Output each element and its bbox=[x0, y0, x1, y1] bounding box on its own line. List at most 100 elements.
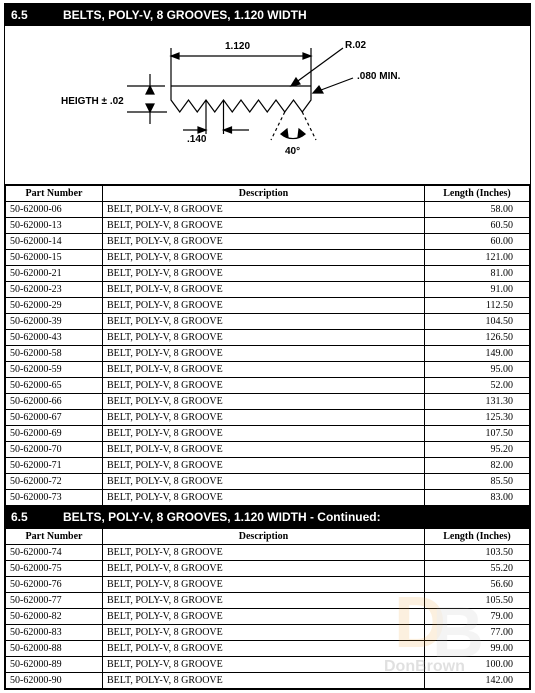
dim-angle: 40° bbox=[285, 146, 300, 157]
cell-desc: BELT, POLY-V, 8 GROOVE bbox=[103, 234, 425, 250]
cell-length: 107.50 bbox=[425, 426, 530, 442]
cell-length: 99.00 bbox=[425, 641, 530, 657]
cell-desc: BELT, POLY-V, 8 GROOVE bbox=[103, 458, 425, 474]
cell-part: 50-62000-29 bbox=[6, 298, 103, 314]
cell-desc: BELT, POLY-V, 8 GROOVE bbox=[103, 625, 425, 641]
table-row: 50-62000-69BELT, POLY-V, 8 GROOVE107.50 bbox=[6, 426, 530, 442]
table-row: 50-62000-72BELT, POLY-V, 8 GROOVE85.50 bbox=[6, 474, 530, 490]
cell-length: 149.00 bbox=[425, 346, 530, 362]
cell-part: 50-62000-23 bbox=[6, 282, 103, 298]
table-row: 50-62000-71BELT, POLY-V, 8 GROOVE82.00 bbox=[6, 458, 530, 474]
catalog-page: 6.5 BELTS, POLY-V, 8 GROOVES, 1.120 WIDT… bbox=[4, 3, 531, 690]
cell-desc: BELT, POLY-V, 8 GROOVE bbox=[103, 394, 425, 410]
cell-length: 95.20 bbox=[425, 442, 530, 458]
cell-length: 77.00 bbox=[425, 625, 530, 641]
table-row: 50-62000-14BELT, POLY-V, 8 GROOVE60.00 bbox=[6, 234, 530, 250]
cell-length: 95.00 bbox=[425, 362, 530, 378]
cell-desc: BELT, POLY-V, 8 GROOVE bbox=[103, 266, 425, 282]
cell-desc: BELT, POLY-V, 8 GROOVE bbox=[103, 641, 425, 657]
cell-part: 50-62000-65 bbox=[6, 378, 103, 394]
cell-length: 100.00 bbox=[425, 657, 530, 673]
table-row: 50-62000-13BELT, POLY-V, 8 GROOVE60.50 bbox=[6, 218, 530, 234]
cell-length: 58.00 bbox=[425, 202, 530, 218]
table-row: 50-62000-23BELT, POLY-V, 8 GROOVE91.00 bbox=[6, 282, 530, 298]
table-header-row: Part Number Description Length (Inches) bbox=[6, 186, 530, 202]
cell-part: 50-62000-39 bbox=[6, 314, 103, 330]
cell-length: 79.00 bbox=[425, 609, 530, 625]
table-row: 50-62000-83BELT, POLY-V, 8 GROOVE77.00 bbox=[6, 625, 530, 641]
cell-length: 56.60 bbox=[425, 577, 530, 593]
cell-length: 103.50 bbox=[425, 545, 530, 561]
cell-part: 50-62000-67 bbox=[6, 410, 103, 426]
col-part: Part Number bbox=[6, 186, 103, 202]
cell-part: 50-62000-88 bbox=[6, 641, 103, 657]
cell-part: 50-62000-72 bbox=[6, 474, 103, 490]
cell-part: 50-62000-76 bbox=[6, 577, 103, 593]
table-row: 50-62000-82BELT, POLY-V, 8 GROOVE79.00 bbox=[6, 609, 530, 625]
cell-part: 50-62000-77 bbox=[6, 593, 103, 609]
col-part: Part Number bbox=[6, 529, 103, 545]
section-number: 6.5 bbox=[11, 8, 43, 22]
table-row: 50-62000-43BELT, POLY-V, 8 GROOVE126.50 bbox=[6, 330, 530, 346]
cell-length: 85.50 bbox=[425, 474, 530, 490]
cell-desc: BELT, POLY-V, 8 GROOVE bbox=[103, 545, 425, 561]
cell-length: 60.00 bbox=[425, 234, 530, 250]
cell-desc: BELT, POLY-V, 8 GROOVE bbox=[103, 362, 425, 378]
section-header-continued: 6.5 BELTS, POLY-V, 8 GROOVES, 1.120 WIDT… bbox=[5, 506, 530, 528]
table-header-row: Part Number Description Length (Inches) bbox=[6, 529, 530, 545]
dim-pitch: .140 bbox=[187, 134, 206, 145]
table-row: 50-62000-39BELT, POLY-V, 8 GROOVE104.50 bbox=[6, 314, 530, 330]
table-row: 50-62000-58BELT, POLY-V, 8 GROOVE149.00 bbox=[6, 346, 530, 362]
cell-part: 50-62000-43 bbox=[6, 330, 103, 346]
cell-part: 50-62000-90 bbox=[6, 673, 103, 689]
table-row: 50-62000-67BELT, POLY-V, 8 GROOVE125.30 bbox=[6, 410, 530, 426]
cell-part: 50-62000-14 bbox=[6, 234, 103, 250]
cell-part: 50-62000-70 bbox=[6, 442, 103, 458]
cell-length: 81.00 bbox=[425, 266, 530, 282]
table-row: 50-62000-89BELT, POLY-V, 8 GROOVE100.00 bbox=[6, 657, 530, 673]
cell-part: 50-62000-75 bbox=[6, 561, 103, 577]
cell-length: 82.00 bbox=[425, 458, 530, 474]
cell-part: 50-62000-66 bbox=[6, 394, 103, 410]
cell-length: 55.20 bbox=[425, 561, 530, 577]
cell-part: 50-62000-71 bbox=[6, 458, 103, 474]
cell-part: 50-62000-21 bbox=[6, 266, 103, 282]
table-row: 50-62000-65BELT, POLY-V, 8 GROOVE52.00 bbox=[6, 378, 530, 394]
cell-desc: BELT, POLY-V, 8 GROOVE bbox=[103, 609, 425, 625]
col-desc: Description bbox=[103, 529, 425, 545]
cell-desc: BELT, POLY-V, 8 GROOVE bbox=[103, 378, 425, 394]
cell-desc: BELT, POLY-V, 8 GROOVE bbox=[103, 673, 425, 689]
cell-length: 125.30 bbox=[425, 410, 530, 426]
cell-desc: BELT, POLY-V, 8 GROOVE bbox=[103, 657, 425, 673]
cell-part: 50-62000-58 bbox=[6, 346, 103, 362]
cell-length: 131.30 bbox=[425, 394, 530, 410]
table-row: 50-62000-90BELT, POLY-V, 8 GROOVE142.00 bbox=[6, 673, 530, 689]
cell-length: 60.50 bbox=[425, 218, 530, 234]
col-len: Length (Inches) bbox=[425, 529, 530, 545]
cell-desc: BELT, POLY-V, 8 GROOVE bbox=[103, 298, 425, 314]
cell-desc: BELT, POLY-V, 8 GROOVE bbox=[103, 202, 425, 218]
cell-part: 50-62000-06 bbox=[6, 202, 103, 218]
parts-table-2: Part Number Description Length (Inches) … bbox=[5, 528, 530, 689]
cell-length: 126.50 bbox=[425, 330, 530, 346]
table-row: 50-62000-29BELT, POLY-V, 8 GROOVE112.50 bbox=[6, 298, 530, 314]
cell-desc: BELT, POLY-V, 8 GROOVE bbox=[103, 577, 425, 593]
cell-desc: BELT, POLY-V, 8 GROOVE bbox=[103, 330, 425, 346]
cell-part: 50-62000-59 bbox=[6, 362, 103, 378]
table-row: 50-62000-88BELT, POLY-V, 8 GROOVE99.00 bbox=[6, 641, 530, 657]
cell-part: 50-62000-89 bbox=[6, 657, 103, 673]
section-title: BELTS, POLY-V, 8 GROOVES, 1.120 WIDTH bbox=[63, 8, 307, 22]
cell-part: 50-62000-83 bbox=[6, 625, 103, 641]
cell-desc: BELT, POLY-V, 8 GROOVE bbox=[103, 410, 425, 426]
table-row: 50-62000-21BELT, POLY-V, 8 GROOVE81.00 bbox=[6, 266, 530, 282]
cell-desc: BELT, POLY-V, 8 GROOVE bbox=[103, 490, 425, 506]
dim-min: .080 MIN. bbox=[357, 71, 400, 82]
cell-desc: BELT, POLY-V, 8 GROOVE bbox=[103, 250, 425, 266]
cell-desc: BELT, POLY-V, 8 GROOVE bbox=[103, 474, 425, 490]
cell-part: 50-62000-69 bbox=[6, 426, 103, 442]
table-row: 50-62000-75BELT, POLY-V, 8 GROOVE55.20 bbox=[6, 561, 530, 577]
col-len: Length (Inches) bbox=[425, 186, 530, 202]
cell-length: 112.50 bbox=[425, 298, 530, 314]
cell-length: 121.00 bbox=[425, 250, 530, 266]
table-row: 50-62000-73BELT, POLY-V, 8 GROOVE83.00 bbox=[6, 490, 530, 506]
